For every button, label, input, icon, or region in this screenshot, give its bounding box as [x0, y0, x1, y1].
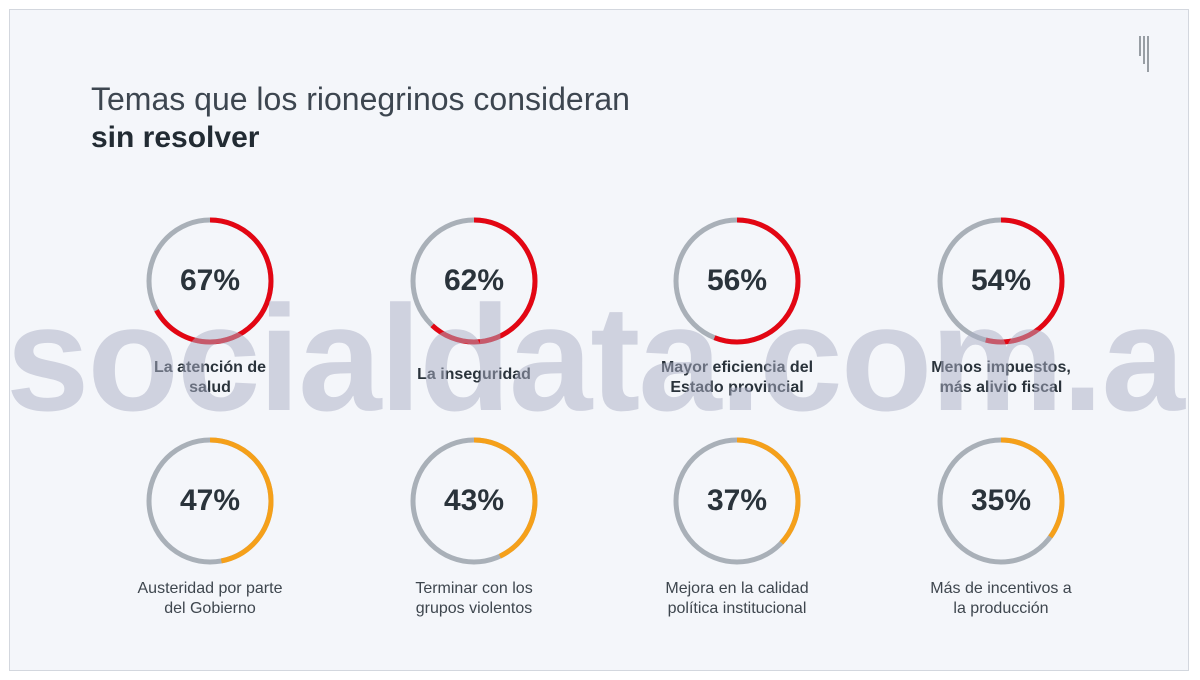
title-line-1: Temas que los rionegrinos consideran [91, 81, 630, 117]
donut-ring [410, 437, 538, 565]
donut-category-label: Terminar con los grupos violentos [415, 580, 533, 617]
donut-value-label: 62% [443, 264, 505, 297]
donut-value-arc [146, 217, 274, 345]
title-line-2: sin resolver [91, 121, 260, 154]
donut-6: 43% [409, 436, 539, 566]
donut-7: 37% [672, 436, 802, 566]
donut-ring [937, 217, 1065, 345]
donut-category-label: Menos impuestos, más alivio fiscal [931, 359, 1071, 396]
donut-5: 47% [145, 436, 275, 566]
donut-value-label: 54% [970, 264, 1032, 297]
donut-category-label: Mejora en la calidad política institucion… [665, 580, 809, 617]
donut-value-arc [410, 217, 538, 345]
donut-2: 62% [409, 216, 539, 346]
donut-category-label: Más de incentivos a la producción [930, 580, 1072, 617]
donut-category-label: Austeridad por parte del Gobierno [137, 580, 283, 617]
donut-value-arc [673, 217, 801, 345]
donut-1: 67% [145, 216, 275, 346]
donut-value-label: 56% [706, 264, 768, 297]
donut-ring [410, 217, 538, 345]
donut-ring [673, 217, 801, 345]
donut-value-label: 43% [443, 484, 505, 517]
donut-value-label: 67% [179, 264, 241, 297]
donut-ring [937, 437, 1065, 565]
donut-4: 54% [936, 216, 1066, 346]
donut-value-label: 35% [970, 484, 1032, 517]
brand-logo-icon [1139, 36, 1149, 72]
donut-ring [673, 437, 801, 565]
donut-value-label: 37% [706, 484, 768, 517]
slide: Temas que los rionegrinos consideran sin… [9, 9, 1189, 671]
donut-value-arc [673, 437, 801, 565]
donut-category-label: La atención de salud [153, 359, 267, 396]
donut-value-arc [937, 217, 1065, 345]
donut-category-label: Mayor eficiencia del Estado provincial [660, 359, 814, 396]
donut-value-label: 47% [179, 484, 241, 517]
donut-category-label: La inseguridad [417, 366, 531, 383]
donut-3: 56% [672, 216, 802, 346]
donut-8: 35% [936, 436, 1066, 566]
donut-value-arc [937, 437, 1065, 565]
donut-ring [146, 217, 274, 345]
chart-title: Temas que los rionegrinos consideran sin… [91, 80, 630, 158]
donut-value-arc [146, 437, 274, 565]
donut-ring [146, 437, 274, 565]
donut-value-arc [410, 437, 538, 565]
